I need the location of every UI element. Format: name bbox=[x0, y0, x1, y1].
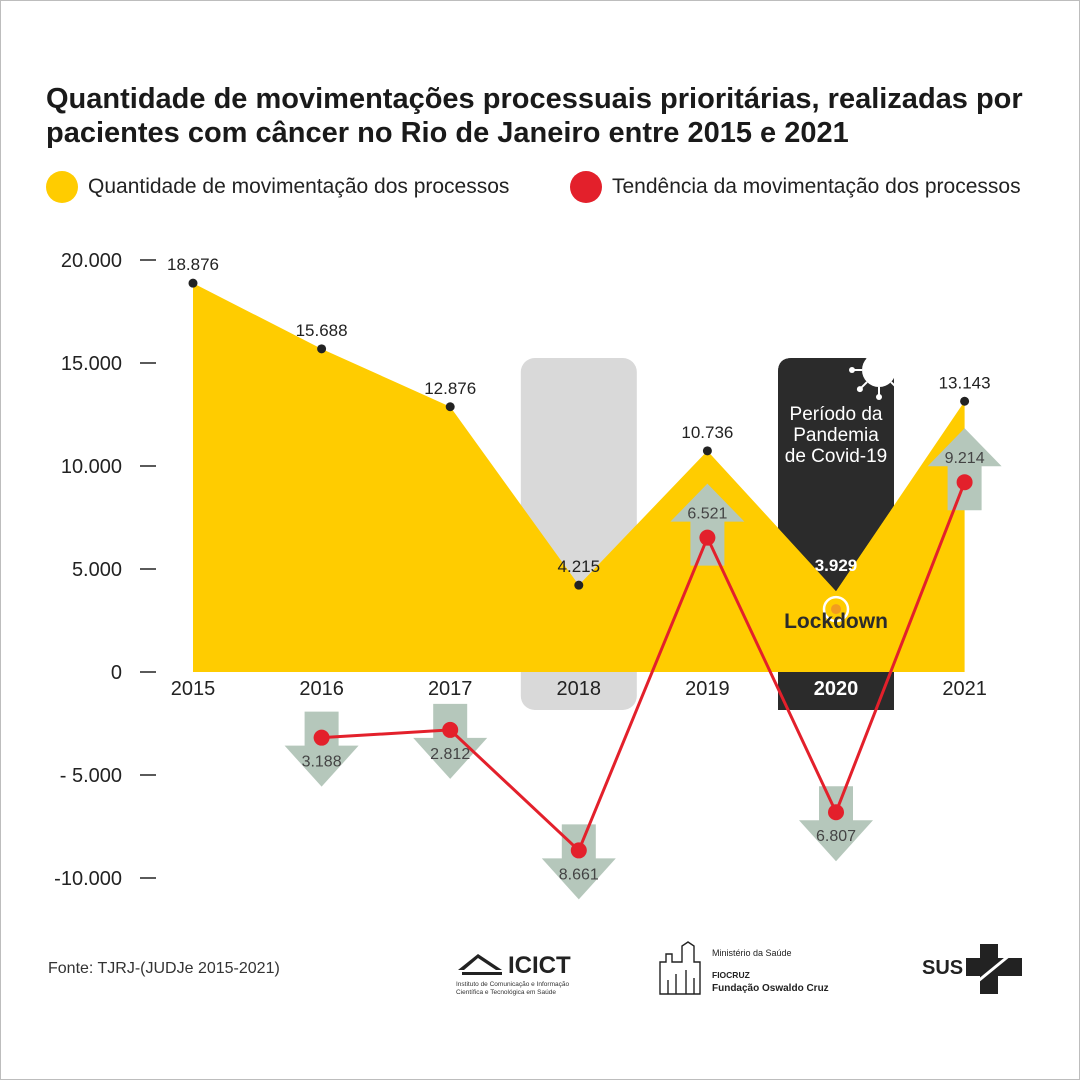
lockdown-ring bbox=[822, 595, 850, 623]
virus-spike-tip bbox=[895, 386, 902, 393]
virus-spike-tip bbox=[856, 386, 863, 393]
legend-item-quantity: Quantidade de movimentação dos processos bbox=[46, 170, 509, 204]
legend-label-trend: Tendência da movimentação dos processos bbox=[612, 175, 1021, 198]
virus-spike-tip bbox=[903, 367, 909, 373]
area-value-label: 12.876 bbox=[424, 379, 476, 398]
trend-value-label: 6.521 bbox=[687, 506, 727, 523]
virus-body bbox=[862, 353, 896, 387]
ministerio-label: Ministério da Saúde bbox=[712, 948, 792, 958]
area-point bbox=[702, 446, 712, 456]
chart-title-line-1: Quantidade de movimentações processuais … bbox=[46, 83, 1023, 115]
sus-logo: SUS bbox=[922, 944, 1022, 994]
virus-icon bbox=[849, 340, 909, 400]
y-tick-label: 15.000 bbox=[61, 353, 122, 375]
data-labels: 18.876 15.688 12.876 4.215 10.736 3.929 Lockdo… bbox=[167, 255, 991, 633]
icict-sub-2: Científica e Tecnológica em Saúde bbox=[456, 989, 556, 996]
virus-spike-tip bbox=[876, 340, 882, 346]
trend-value-label: 8.661 bbox=[559, 866, 599, 883]
trend-point bbox=[313, 729, 330, 746]
pandemic-panel-text-line: Pandemia bbox=[793, 425, 879, 446]
fiocruz-castle-icon bbox=[659, 941, 701, 995]
y-tick-label: - 5.000 bbox=[60, 765, 122, 787]
area-point bbox=[188, 278, 198, 288]
area-point bbox=[317, 344, 327, 354]
legend-item-trend: Tendência da movimentação dos processos bbox=[570, 170, 1021, 204]
sus-label: SUS bbox=[922, 957, 963, 979]
icict-logo: ICICT Instituto de Comunicação e Informa… bbox=[456, 952, 571, 996]
legend-swatch-yellow-circle bbox=[46, 171, 78, 203]
legend-swatch-red-circle bbox=[570, 171, 602, 203]
chart-title: Quantidade de movimentações processuais … bbox=[46, 82, 1056, 150]
pandemic-panel-text-line: Período da bbox=[790, 404, 883, 425]
trend-arrow-down bbox=[541, 824, 616, 900]
y-tick-label: 5.000 bbox=[72, 559, 122, 581]
trend-arrow-down bbox=[413, 703, 488, 779]
fiocruz-label: FIOCRUZ bbox=[712, 970, 750, 980]
trend-arrow-up bbox=[670, 483, 745, 566]
trend-value-label: 9.214 bbox=[945, 450, 985, 467]
area-series bbox=[193, 283, 965, 672]
trend-value-label: 3.188 bbox=[302, 754, 342, 771]
area-value-label: 15.688 bbox=[296, 321, 348, 340]
y-tick-label: 20.000 bbox=[61, 250, 122, 272]
area-point bbox=[574, 580, 584, 590]
trend-arrow-up bbox=[927, 428, 1002, 511]
y-tick-label: 0 bbox=[111, 662, 122, 684]
fiocruz-logo: Ministério da Saúde FIOCRUZ Fundação Osw… bbox=[659, 941, 829, 995]
x-tick-label: 2019 bbox=[685, 678, 730, 700]
x-tick-label: 2016 bbox=[299, 678, 344, 700]
area-value-label: 10.736 bbox=[681, 423, 733, 442]
icict-roof-icon bbox=[458, 954, 502, 970]
x-tick-label: 2020 bbox=[814, 678, 859, 700]
pandemic-panel-top bbox=[778, 358, 894, 592]
chart-title-line-2: pacientes com câncer no Rio de Janeiro e… bbox=[46, 117, 849, 149]
virus-spike-tip bbox=[856, 347, 863, 354]
x-tick-label: 2015 bbox=[171, 678, 216, 700]
lockdown-label: Lockdown bbox=[784, 610, 888, 633]
area-fill bbox=[193, 283, 965, 672]
legend-label-quantity: Quantidade de movimentação dos processos bbox=[88, 175, 510, 198]
trend-arrow-down bbox=[799, 786, 873, 862]
x-tick-label: 2017 bbox=[428, 678, 473, 700]
x-tick-label: 2021 bbox=[942, 678, 987, 700]
fiocruz-full-label: Fundação Oswaldo Cruz bbox=[712, 983, 829, 994]
trend-point bbox=[956, 474, 973, 491]
trend-value-label: 2.812 bbox=[430, 746, 470, 763]
y-tick-label: 10.000 bbox=[61, 456, 122, 478]
trend-point bbox=[570, 842, 587, 859]
area-value-label: 3.929 bbox=[815, 556, 858, 575]
virus-spike-tip bbox=[849, 367, 855, 373]
pandemic-panel-text-line: de Covid-19 bbox=[785, 446, 887, 467]
y-tick-label: -10.000 bbox=[54, 868, 122, 890]
x-tick-label: 2018 bbox=[557, 678, 602, 700]
trend-arrow-down bbox=[284, 711, 359, 787]
area-value-label: 18.876 bbox=[167, 255, 219, 274]
trend-arrows: 3.188 2.812 8.661 6.521 6.807 9.214 bbox=[284, 428, 1002, 900]
area-point bbox=[445, 402, 455, 412]
icict-name: ICICT bbox=[508, 952, 571, 979]
area-value-label: 13.143 bbox=[939, 373, 991, 392]
source-note: Fonte: TJRJ-(JUDJe 2015-2021) bbox=[48, 960, 280, 977]
pandemic-panel-bottom-round bbox=[778, 672, 894, 710]
trend-point bbox=[828, 804, 844, 821]
trend-value-label: 6.807 bbox=[816, 828, 856, 845]
y-axis: 20.000 15.000 10.000 5.000 0 - 5.000 -10.000 bbox=[54, 250, 156, 890]
virus-spike-tip bbox=[876, 394, 882, 400]
x-axis-labels: 2015 2016 2017 2018 2019 2020 2021 bbox=[171, 678, 987, 700]
area-point bbox=[960, 396, 970, 406]
trend-line-series bbox=[313, 474, 973, 859]
trend-point bbox=[442, 721, 459, 738]
virus-spike-tip bbox=[895, 347, 902, 354]
icict-sub-1: Instituto de Comunicação e Informação bbox=[456, 981, 569, 988]
trend-line bbox=[321, 481, 966, 853]
trend-point bbox=[699, 529, 716, 546]
area-value-label: 4.215 bbox=[558, 557, 601, 576]
area-point bbox=[831, 604, 841, 615]
